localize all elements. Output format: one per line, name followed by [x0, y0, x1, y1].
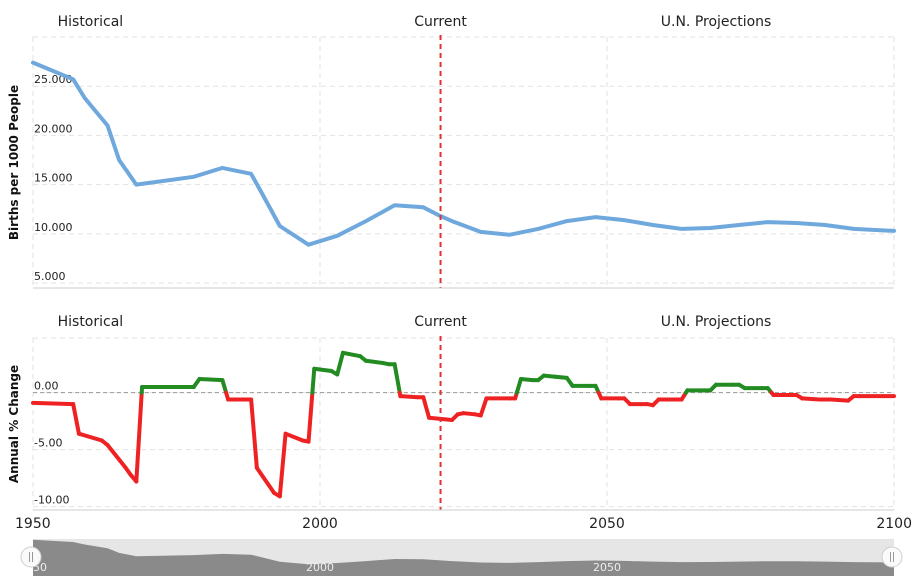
y-axis-label: Births per 1000 People: [7, 85, 21, 240]
y-tick-label: -10.00: [34, 494, 69, 507]
negative-change-segment: [306, 390, 315, 444]
band-label: U.N. Projections: [661, 314, 772, 330]
handle-knob: [20, 546, 42, 568]
positive-change-segment: [363, 358, 386, 366]
negative-change-segment: [421, 395, 432, 420]
negative-change-segment: [283, 431, 305, 443]
negative-change-segment: [277, 431, 288, 499]
positive-change-segment: [312, 366, 334, 374]
navigator-tick-label: 2000: [306, 561, 334, 574]
positive-change-segment: [197, 377, 225, 383]
positive-change-segment: [310, 366, 317, 395]
negative-change-segment: [254, 465, 277, 495]
y-tick-label: 0.00: [34, 380, 59, 393]
negative-change-segment: [800, 396, 822, 402]
annual-change-panel: -10.00 -5.00 0.00 Historical Current U.N. Pro…: [7, 314, 896, 511]
band-label: Current: [414, 14, 467, 30]
negative-change-segment: [105, 443, 127, 469]
range-navigator[interactable]: 50 2000 2050: [20, 539, 903, 576]
negative-change-segment: [71, 402, 81, 436]
negative-change-segment: [76, 431, 104, 443]
navigator-area: [33, 539, 894, 576]
x-tick-label: 2050: [589, 516, 625, 532]
birth-rate-line: [31, 60, 896, 247]
y-tick-label: 5.000: [34, 270, 66, 283]
positive-change-segment: [514, 377, 523, 395]
x-tick-label: 2000: [302, 516, 338, 532]
band-label: Historical: [58, 314, 124, 330]
handle-knob: [881, 546, 903, 568]
x-axis: 1950 2000 2050 2100: [15, 516, 912, 532]
positive-change-segment: [340, 350, 363, 359]
navigator-tick-label: 2050: [593, 561, 621, 574]
y-axis-label: Annual % Change: [7, 365, 21, 483]
x-tick-label: 1950: [15, 516, 51, 532]
navigator-left-handle[interactable]: [20, 546, 42, 568]
y-tick-label: -5.00: [34, 437, 62, 450]
y-tick-label: 15.000: [34, 172, 73, 185]
band-label: U.N. Projections: [661, 14, 772, 30]
positive-change-segment: [220, 378, 229, 395]
x-tick-label: 2100: [876, 516, 912, 532]
negative-change-segment: [249, 397, 259, 470]
negative-change-segment: [31, 400, 76, 407]
navigator-right-handle[interactable]: [881, 546, 903, 568]
y-tick-label: 20.000: [34, 122, 73, 135]
negative-change-segment: [828, 397, 851, 403]
negative-change-segment: [398, 394, 420, 400]
negative-change-segment: [478, 396, 489, 418]
negative-change-segment: [134, 390, 144, 484]
positive-change-segment: [392, 362, 402, 395]
y-tick-label: 10.000: [34, 221, 73, 234]
band-label: Current: [414, 314, 467, 330]
positive-change-segment: [335, 350, 345, 377]
band-label: Historical: [58, 14, 124, 30]
